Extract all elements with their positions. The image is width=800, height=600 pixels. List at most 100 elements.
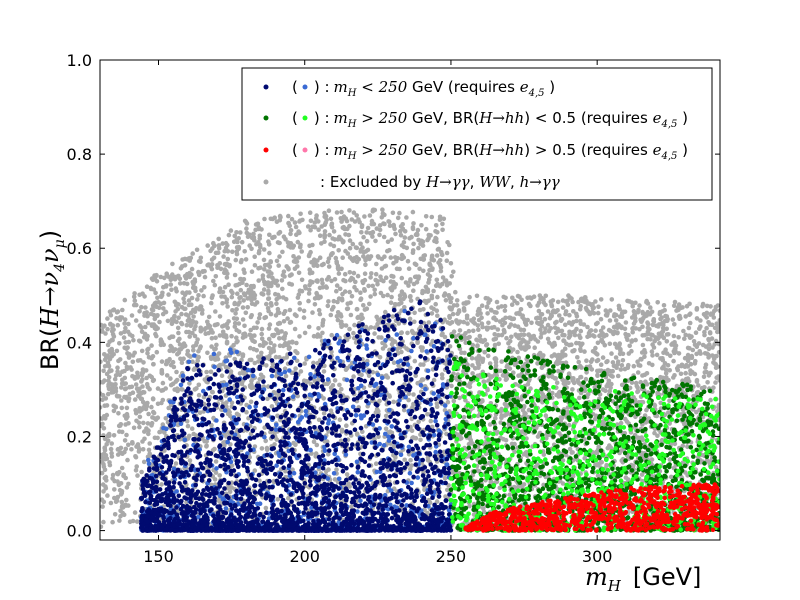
data-point: [484, 327, 490, 332]
data-point: [261, 257, 267, 263]
data-point: [456, 309, 462, 315]
data-point: [240, 353, 246, 359]
data-point: [168, 343, 173, 349]
data-point: [671, 358, 676, 364]
data-point: [103, 484, 108, 489]
data-point: [706, 337, 712, 343]
data-point: [567, 320, 572, 326]
data-point: [330, 236, 336, 241]
data-point: [191, 348, 196, 353]
data-point: [212, 322, 218, 328]
data-point: [347, 326, 352, 332]
data-point: [216, 351, 222, 356]
data-point: [442, 476, 448, 481]
data-point: [176, 330, 181, 336]
data-point: [583, 295, 588, 301]
data-point: [176, 315, 181, 321]
data-point: [201, 293, 206, 299]
data-point: [574, 311, 579, 317]
data-point: [393, 302, 399, 307]
data-point: [292, 266, 298, 272]
data-point: [192, 387, 198, 392]
data-point: [395, 215, 401, 221]
data-point: [563, 311, 568, 317]
data-point: [595, 368, 600, 374]
data-point: [500, 322, 505, 328]
data-point: [198, 255, 204, 261]
data-point: [205, 243, 210, 248]
data-point: [260, 343, 266, 349]
data-point: [209, 344, 214, 349]
data-point: [412, 310, 417, 316]
data-point: [415, 227, 421, 233]
data-point: [354, 245, 360, 251]
data-point: [408, 294, 413, 299]
data-point: [712, 354, 717, 359]
data-point: [367, 213, 373, 218]
data-point: [285, 316, 290, 321]
data-point: [560, 415, 565, 421]
data-point: [661, 364, 666, 369]
data-point: [410, 248, 416, 253]
data-point: [208, 248, 213, 254]
data-point: [131, 294, 137, 300]
data-point: [122, 317, 128, 322]
data-point: [181, 296, 186, 302]
data-point: [328, 216, 334, 222]
data-point: [591, 305, 596, 310]
data-point: [658, 356, 663, 361]
data-point: [208, 300, 214, 306]
data-point: [159, 359, 165, 364]
data-point: [234, 316, 240, 322]
data-point: [259, 350, 264, 356]
data-point: [373, 238, 378, 244]
data-point: [344, 472, 350, 477]
data-point: [183, 306, 188, 312]
data-point: [124, 366, 130, 372]
data-point: [611, 324, 617, 330]
data-point: [252, 333, 257, 338]
data-point: [385, 239, 391, 245]
data-point: [164, 373, 170, 378]
data-point: [209, 389, 215, 395]
data-point: [238, 230, 243, 235]
data-point: [179, 311, 184, 317]
data-point: [162, 430, 167, 435]
data-point: [327, 232, 332, 238]
data-point: [405, 258, 411, 264]
data-point: [591, 311, 597, 316]
data-point: [347, 238, 353, 243]
data-point: [284, 355, 290, 360]
data-point: [237, 371, 243, 376]
data-point: [523, 450, 528, 456]
data-point: [234, 327, 239, 333]
data-point: [123, 422, 128, 427]
data-point: [286, 495, 291, 501]
data-point: [565, 298, 570, 304]
data-point: [702, 329, 707, 335]
data-point: [277, 229, 283, 235]
data-point: [119, 499, 125, 505]
data-point: [354, 306, 360, 312]
data-point: [126, 442, 131, 448]
data-point: [711, 315, 717, 320]
data-point: [363, 262, 368, 268]
data-point: [231, 342, 236, 348]
data-point: [344, 306, 350, 312]
data-point: [132, 510, 138, 515]
data-point: [261, 287, 267, 292]
data-point: [502, 303, 508, 309]
data-point: [123, 446, 129, 452]
data-point: [310, 242, 315, 248]
data-point: [402, 294, 408, 300]
data-point: [374, 226, 380, 231]
data-point: [712, 325, 718, 331]
data-point: [682, 336, 687, 342]
data-point: [640, 311, 646, 316]
data-point: [362, 307, 368, 312]
data-point: [654, 352, 660, 358]
data-point: [550, 344, 555, 349]
data-point: [378, 290, 384, 296]
data-point: [449, 274, 455, 279]
data-point: [332, 477, 338, 482]
